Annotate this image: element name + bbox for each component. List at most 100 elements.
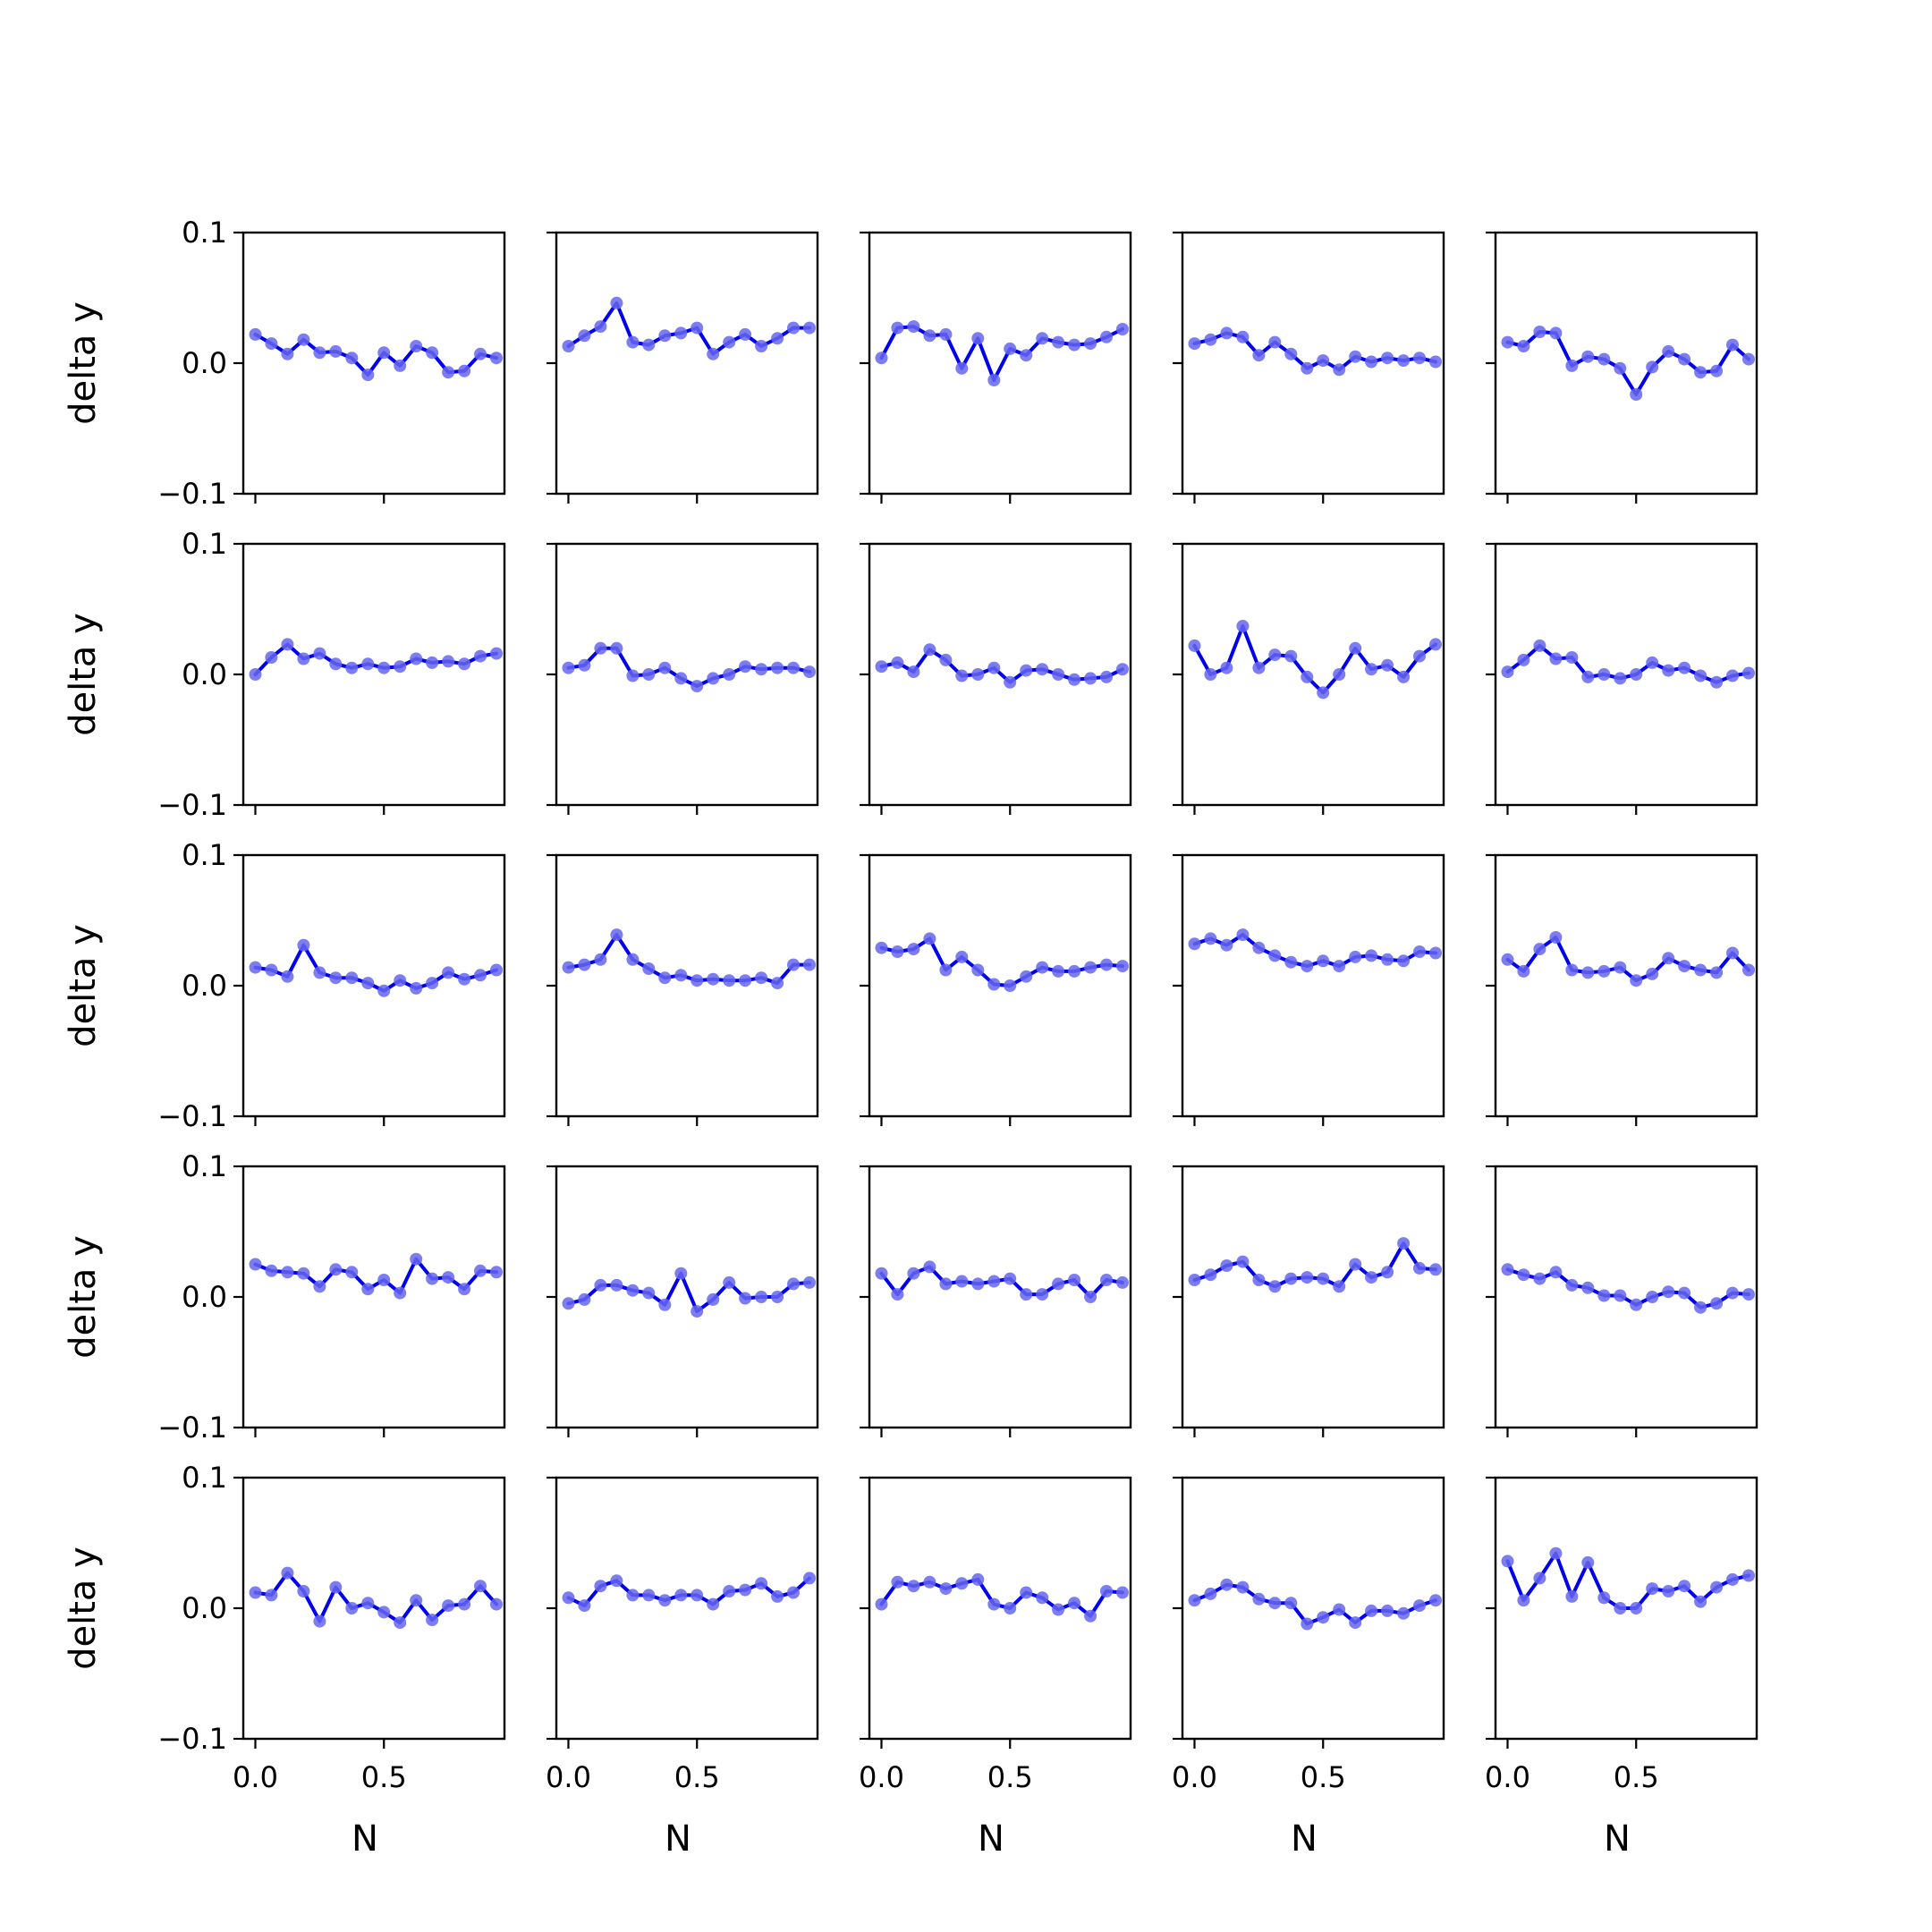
data-point — [1549, 326, 1563, 340]
data-point — [1188, 1274, 1201, 1286]
y-tick-label: 0.0 — [182, 969, 227, 1003]
data-point — [474, 1264, 487, 1277]
data-point — [971, 963, 985, 977]
series-line — [1505, 936, 1750, 983]
series-line — [879, 325, 1124, 382]
data-point — [1646, 967, 1659, 980]
y-axis-label: delta y — [63, 301, 104, 425]
data-point — [1268, 648, 1282, 662]
data-point — [987, 374, 1001, 386]
data-point — [394, 1286, 407, 1300]
data-point — [1252, 941, 1266, 954]
data-point — [361, 657, 375, 671]
data-point — [658, 1594, 672, 1607]
data-point — [426, 977, 439, 990]
data-point — [891, 1575, 904, 1589]
data-point — [674, 672, 688, 685]
data-point — [755, 1577, 768, 1590]
data-point — [313, 647, 326, 660]
data-point — [1004, 1272, 1017, 1285]
data-point — [1662, 952, 1675, 965]
data-point — [297, 333, 310, 346]
data-point — [1710, 966, 1724, 979]
data-point — [1349, 1616, 1362, 1630]
data-point — [1597, 964, 1611, 978]
data-point — [1662, 664, 1675, 677]
data-point — [1517, 1268, 1530, 1282]
data-point — [642, 1589, 656, 1602]
data-point — [610, 1574, 623, 1588]
data-point — [626, 953, 640, 966]
data-point — [1036, 1591, 1049, 1605]
data-point — [1301, 1617, 1314, 1631]
data-point — [329, 1263, 343, 1276]
data-point — [658, 971, 672, 985]
data-point — [361, 369, 375, 382]
data-point — [1068, 1597, 1081, 1610]
data-point — [907, 320, 920, 334]
data-point — [1220, 1578, 1233, 1591]
data-point — [1084, 672, 1097, 685]
data-point — [1317, 686, 1330, 699]
data-point — [723, 668, 736, 681]
data-point — [1614, 361, 1627, 375]
data-point — [1268, 949, 1282, 962]
data-point — [458, 364, 471, 377]
data-point — [939, 653, 953, 666]
data-point — [1116, 663, 1129, 676]
data-point — [1188, 937, 1201, 951]
data-point — [1252, 1274, 1266, 1286]
data-point — [1365, 1604, 1378, 1617]
data-point — [1726, 946, 1739, 960]
data-point — [1429, 1263, 1442, 1276]
data-point — [265, 963, 278, 977]
data-point — [923, 1575, 936, 1589]
data-point — [345, 1602, 359, 1614]
data-point — [1317, 1611, 1330, 1624]
data-point — [1084, 1291, 1097, 1303]
data-point — [394, 359, 407, 372]
data-point — [1517, 964, 1530, 978]
data-point — [1694, 963, 1707, 977]
x-tick-label: 0.0 — [1172, 1760, 1217, 1794]
data-point — [739, 1292, 752, 1305]
data-point — [1204, 333, 1217, 346]
data-point — [474, 969, 487, 982]
data-point — [1397, 354, 1411, 368]
data-point — [1100, 670, 1113, 683]
data-point — [723, 1275, 736, 1289]
panel-5-2: 0.0 0.5 N — [546, 1476, 819, 1860]
y-tick-label: 0.1 — [182, 838, 227, 872]
data-point — [458, 1597, 471, 1611]
data-point — [755, 971, 768, 985]
data-point — [1068, 673, 1081, 686]
x-tick-label: 0.5 — [987, 1760, 1033, 1794]
data-point — [723, 335, 736, 349]
data-point — [1188, 337, 1201, 351]
data-point — [562, 961, 575, 974]
data-point — [410, 1252, 423, 1266]
data-point — [1381, 658, 1394, 672]
y-tick-label: −0.1 — [157, 788, 227, 822]
data-point — [1084, 961, 1097, 974]
data-point — [626, 1284, 640, 1297]
data-point — [578, 1292, 591, 1306]
data-point — [442, 1271, 455, 1284]
data-point — [642, 962, 656, 975]
data-point — [1533, 943, 1546, 956]
data-point — [891, 1288, 904, 1301]
data-point — [329, 971, 343, 985]
data-point — [1630, 974, 1643, 987]
data-point — [1397, 954, 1411, 968]
data-point — [426, 1272, 439, 1285]
data-point — [377, 1274, 391, 1286]
panel-1-5 — [1486, 231, 1758, 504]
data-point — [1004, 675, 1017, 689]
data-point — [1333, 668, 1346, 681]
data-point — [875, 1597, 888, 1611]
data-point — [1710, 364, 1724, 377]
data-point — [803, 1275, 816, 1289]
data-point — [1236, 1255, 1250, 1268]
data-point — [739, 974, 752, 987]
